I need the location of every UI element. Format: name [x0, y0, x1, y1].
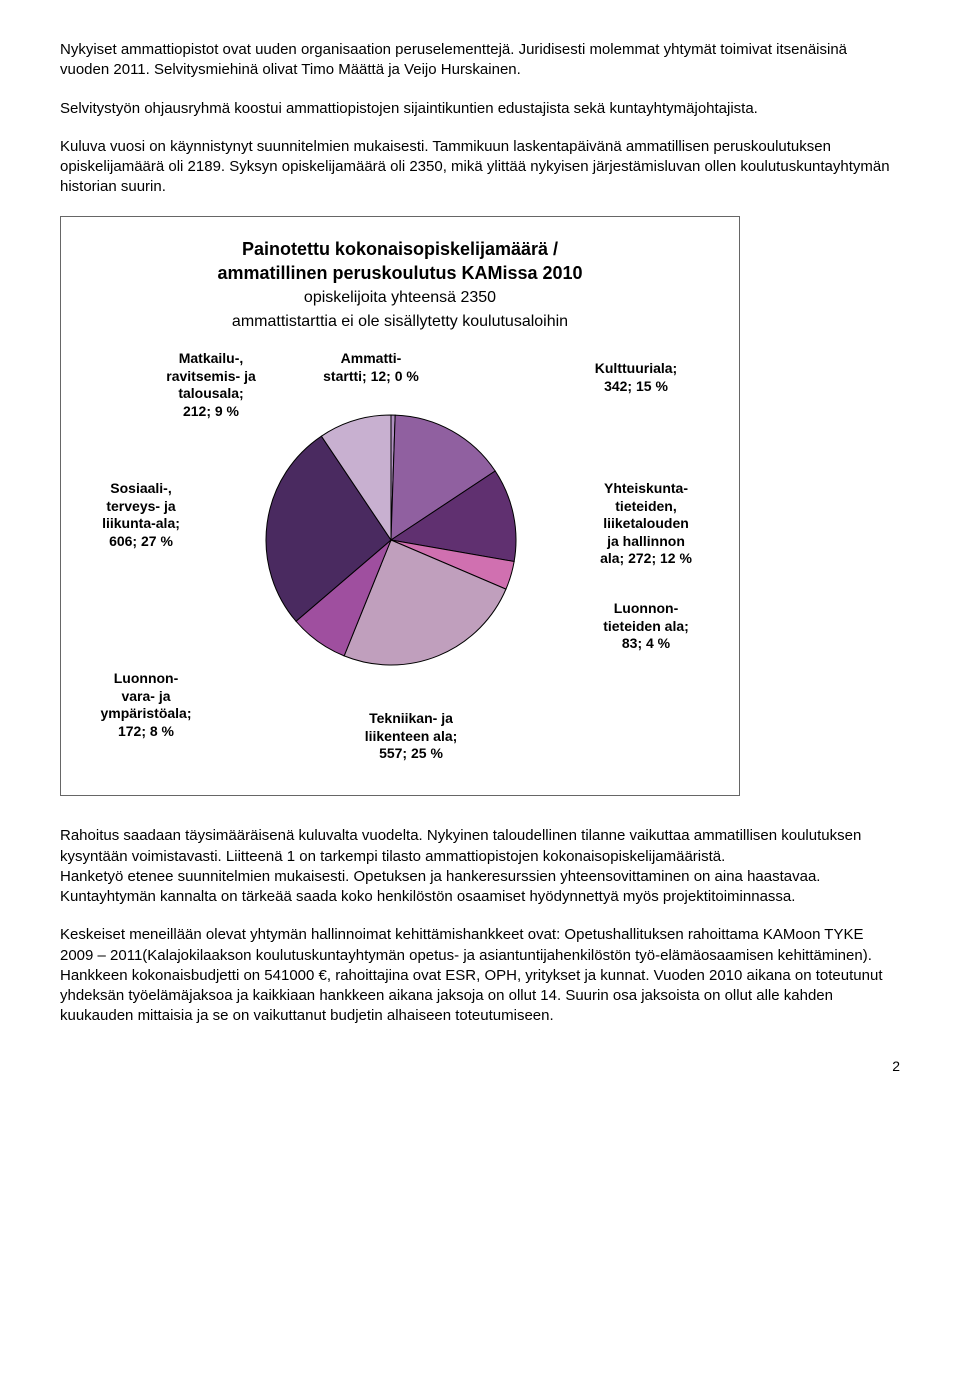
chart-subtitle-line2: ammattistarttia ei ole sisällytetty koul…: [81, 311, 719, 333]
chart-subtitle-line1: opiskelijoita yhteensä 2350: [81, 287, 719, 309]
pie-slice-label: Kulttuuriala; 342; 15 %: [561, 360, 711, 395]
pie-slice-label: Tekniikan- ja liikenteen ala; 557; 25 %: [341, 710, 481, 763]
paragraph-3: Kuluva vuosi on käynnistynyt suunnitelmi…: [60, 137, 900, 198]
pie-chart-container: Painotettu kokonaisopiskelijamäärä / amm…: [60, 216, 740, 797]
chart-body: Ammatti- startti; 12; 0 % Kulttuuriala; 3…: [81, 350, 719, 770]
pie-slice-label: Luonnon- tieteiden ala; 83; 4 %: [571, 600, 721, 653]
pie-svg: [261, 410, 521, 670]
page-number: 2: [60, 1057, 900, 1076]
paragraph-4: Rahoitus saadaan täysimääräisenä kuluval…: [60, 826, 900, 907]
pie-slice-label: Yhteiskunta- tieteiden, liiketalouden ja…: [571, 480, 721, 568]
pie-slice-label: Ammatti- startti; 12; 0 %: [311, 350, 431, 385]
paragraph-1: Nykyiset ammattiopistot ovat uuden organ…: [60, 40, 900, 81]
chart-title-line1: Painotettu kokonaisopiskelijamäärä /: [81, 237, 719, 261]
paragraph-5: Keskeiset meneillään olevat yhtymän hall…: [60, 925, 900, 1026]
chart-title-block: Painotettu kokonaisopiskelijamäärä / amm…: [81, 237, 719, 333]
pie-slice-label: Sosiaali-, terveys- ja liikunta-ala; 606…: [81, 480, 201, 550]
pie-slice-label: Luonnon- vara- ja ympäristöala; 172; 8 %: [81, 670, 211, 740]
pie-slice-label: Matkailu-, ravitsemis- ja talousala; 212…: [141, 350, 281, 420]
chart-title-line2: ammatillinen peruskoulutus KAMissa 2010: [81, 261, 719, 285]
paragraph-2: Selvitystyön ohjausryhmä koostui ammatti…: [60, 99, 900, 119]
